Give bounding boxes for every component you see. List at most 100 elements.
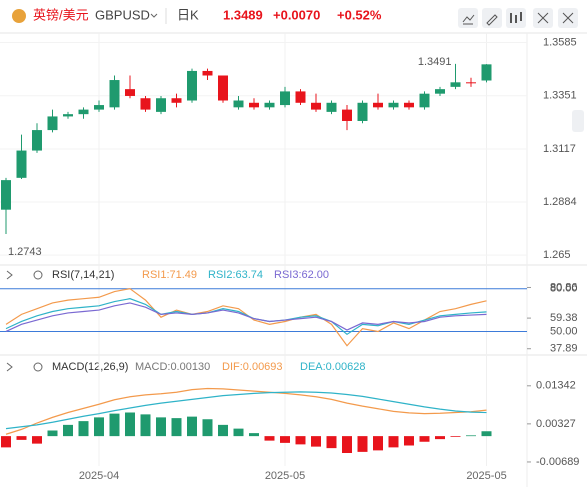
candle-body xyxy=(466,82,476,84)
y-tick-label: 37.89 xyxy=(550,343,578,355)
y-tick-label: 1.3585 xyxy=(543,36,577,48)
macd-bar xyxy=(233,428,244,437)
series-line xyxy=(5,298,487,336)
macd-bar xyxy=(94,417,104,437)
macd-title: MACD(12,26,9) xyxy=(52,361,128,373)
series-line xyxy=(5,288,487,347)
macd-bar xyxy=(249,433,259,437)
macd-bar xyxy=(156,417,166,437)
y-tick-label: 80.86 xyxy=(550,281,578,293)
macd-bar xyxy=(47,430,58,437)
candle-body xyxy=(32,130,42,151)
candle-body xyxy=(78,109,89,115)
change: +0.0070 xyxy=(273,7,320,22)
candle-body xyxy=(450,82,461,87)
macd-bar xyxy=(373,436,383,451)
macd-bar xyxy=(63,424,73,437)
candle-body xyxy=(156,98,166,112)
series-line xyxy=(5,387,487,435)
macd-bar xyxy=(280,436,290,443)
candle-body xyxy=(140,98,151,110)
legend-entry: RSI2:63.74 xyxy=(208,269,263,281)
candle-body xyxy=(311,102,321,110)
y-tick-label: 1.3351 xyxy=(543,90,577,102)
tool-icon xyxy=(562,12,574,24)
macd-bar xyxy=(171,418,182,437)
macd-bar xyxy=(125,412,135,437)
macd-bar xyxy=(450,436,461,437)
x-tick-label: 2025-05 xyxy=(466,470,506,482)
series-line xyxy=(5,391,487,430)
macd-bar xyxy=(218,424,228,437)
candle-body xyxy=(404,102,414,108)
settings-icon[interactable] xyxy=(33,270,43,280)
macd-bar xyxy=(140,414,151,437)
y-tick-label: 80.00 xyxy=(550,283,578,295)
legend-entry: RSI3:62.00 xyxy=(274,269,329,281)
candle-body xyxy=(373,102,383,108)
legend-entry: DEA:0.00628 xyxy=(300,361,365,373)
macd-bar xyxy=(466,435,476,437)
macd-bar xyxy=(78,421,89,437)
dropdown-icon[interactable] xyxy=(150,13,158,18)
candle-body xyxy=(218,75,228,101)
y-tick-label: 59.38 xyxy=(550,312,578,324)
x-tick-label: 2025-04 xyxy=(79,470,119,482)
candle-body xyxy=(125,89,135,96)
flag-icon xyxy=(12,9,26,23)
macd-bar xyxy=(388,436,399,448)
candle-body xyxy=(435,89,445,94)
candle-body xyxy=(264,102,275,108)
macd-bar xyxy=(1,436,11,448)
macd-bar xyxy=(32,436,42,444)
toolbar xyxy=(458,8,578,28)
rsi-title: RSI(7,14,21) xyxy=(52,269,114,281)
macd-bar xyxy=(311,436,321,447)
candle-body xyxy=(326,102,337,112)
macd-bar xyxy=(202,419,213,437)
tool-icon xyxy=(462,14,475,25)
candle-body xyxy=(388,102,399,108)
pair: 英镑/美元 xyxy=(33,7,89,22)
low-label: 1.2743 xyxy=(8,246,42,258)
candle-body xyxy=(481,64,492,81)
settings-icon[interactable] xyxy=(33,362,43,372)
legend-entry: DIF:0.00693 xyxy=(222,361,283,373)
legend-entry: MACD:0.00130 xyxy=(135,361,210,373)
macd-bar xyxy=(16,436,27,440)
candle-body xyxy=(171,98,182,103)
macd-bar xyxy=(435,436,445,440)
series-line xyxy=(5,302,487,333)
candle-body xyxy=(233,100,244,108)
candle-body xyxy=(1,180,11,210)
symbol[interactable]: GBPUSD xyxy=(95,7,150,22)
side-button[interactable] xyxy=(572,110,584,132)
candle-body xyxy=(187,70,197,101)
y-tick-label: 1.2884 xyxy=(543,196,577,208)
candle-body xyxy=(249,102,259,108)
tool-icon xyxy=(486,14,498,26)
candle-body xyxy=(419,93,430,108)
y-tick-label: 50.00 xyxy=(550,325,578,337)
y-tick-label: 1.3117 xyxy=(543,143,576,155)
macd-bar xyxy=(404,436,414,446)
legend-entry: RSI1:71.49 xyxy=(142,269,197,281)
macd-bar xyxy=(419,436,430,442)
candle-body xyxy=(280,91,290,106)
macd-bar xyxy=(357,436,368,452)
x-tick-label: 2025-05 xyxy=(265,470,305,482)
candle-body xyxy=(94,105,104,110)
collapse-icon[interactable] xyxy=(6,270,13,280)
candle-body xyxy=(295,91,306,103)
candle-body xyxy=(16,150,27,178)
candle-body xyxy=(63,114,73,117)
y-tick-label: 1.265 xyxy=(543,249,571,261)
period[interactable]: 日K xyxy=(177,7,199,22)
macd-bar xyxy=(326,436,337,449)
price: 1.3489 xyxy=(223,7,263,22)
candle-body xyxy=(47,116,58,131)
high-label: 1.3491 xyxy=(418,56,452,68)
collapse-icon[interactable] xyxy=(6,362,13,372)
macd-bar xyxy=(481,431,492,437)
